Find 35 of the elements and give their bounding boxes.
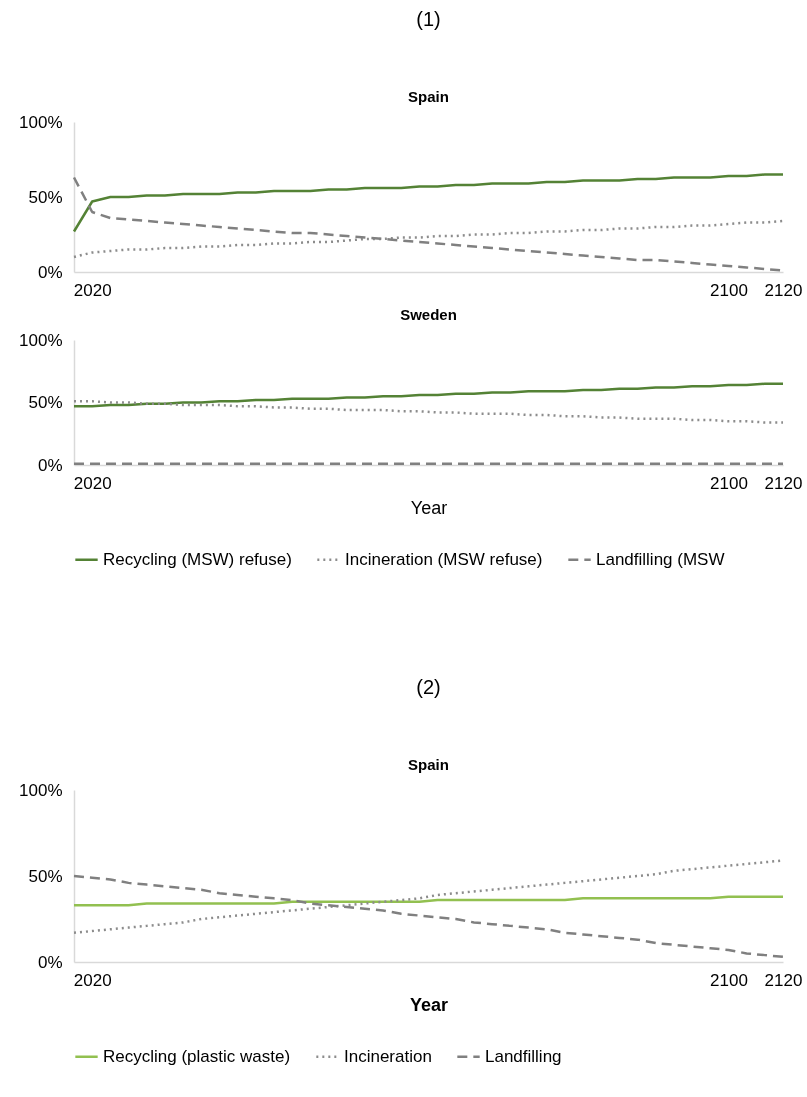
x-tick-label: 2100 xyxy=(710,473,748,493)
line-series xyxy=(72,400,785,424)
legend-label: Recycling (plastic waste) xyxy=(103,1046,291,1066)
legend-label: Incineration xyxy=(344,1046,432,1066)
x-tick-label: 2020 xyxy=(73,280,112,300)
legend-label: Incineration (MSW refuse) xyxy=(345,549,543,569)
x-axis-title: Year xyxy=(409,994,449,1015)
y-tick-label: 50% xyxy=(28,187,63,207)
x-tick-label: 2120 xyxy=(764,473,803,493)
chart-subtitle: Spain xyxy=(408,88,449,105)
legend-label: Landfilling xyxy=(485,1046,562,1066)
y-tick-label: 0% xyxy=(37,952,63,972)
y-tick-label: 100% xyxy=(19,330,63,350)
x-tick-label: 2120 xyxy=(764,280,803,300)
line-series xyxy=(72,895,785,907)
y-tick-label: 100% xyxy=(19,780,63,800)
legend-label: Recycling (MSW) refuse) xyxy=(103,549,292,569)
x-axis-title: Year xyxy=(410,497,448,518)
y-tick-label: 50% xyxy=(28,393,63,412)
x-tick-label: 2020 xyxy=(73,473,112,493)
y-tick-label: 0% xyxy=(37,455,63,475)
chart-title: Sweden xyxy=(400,306,457,323)
x-tick-label: 2020 xyxy=(73,970,112,990)
legend-label: Landfilling (MSW xyxy=(596,549,725,569)
x-tick-label: 2120 xyxy=(764,970,803,990)
x-tick-label: 2100 xyxy=(710,970,748,990)
y-tick-label: 50% xyxy=(28,866,63,886)
y-tick-label: 100% xyxy=(19,112,63,132)
chart-subtitle: Spain xyxy=(408,756,449,773)
x-tick-label: 2100 xyxy=(710,280,748,300)
line-series xyxy=(72,173,785,233)
y-tick-label: 0% xyxy=(37,262,63,282)
chart-title: (1) xyxy=(416,8,441,30)
chart-title: (2) xyxy=(416,676,441,698)
line-series xyxy=(72,382,785,408)
